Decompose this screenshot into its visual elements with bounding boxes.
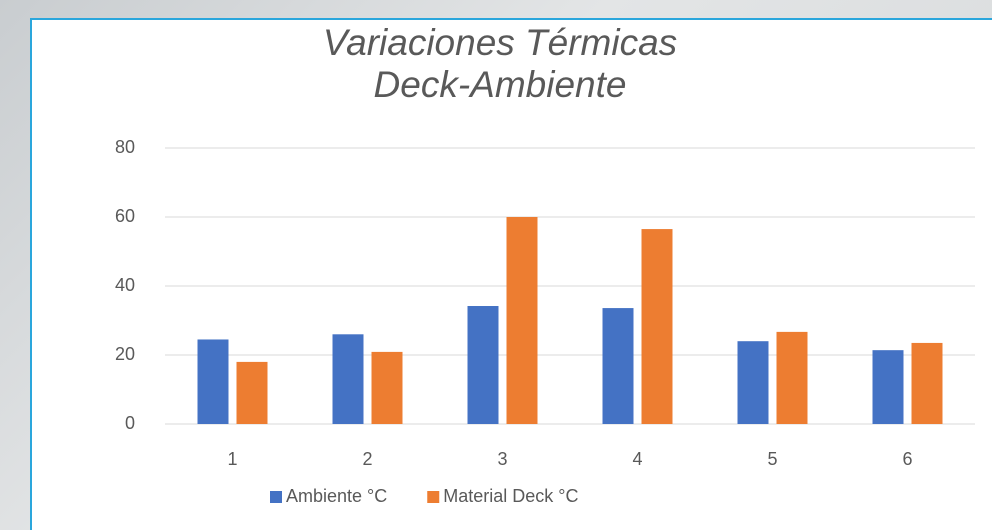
y-tick-label: 20 — [115, 344, 135, 364]
legend-swatch — [427, 491, 440, 503]
bar — [467, 306, 499, 424]
bar — [737, 341, 769, 424]
legend-label: Ambiente °C — [286, 486, 387, 506]
x-tick-label: 2 — [362, 449, 372, 469]
y-tick-label: 60 — [115, 206, 135, 226]
bar — [236, 361, 268, 424]
legend-swatch — [270, 491, 282, 503]
bar — [197, 339, 229, 424]
x-tick-label: 4 — [632, 449, 642, 469]
bar — [602, 308, 634, 424]
bar — [506, 217, 538, 424]
y-tick-label: 0 — [125, 413, 135, 433]
bar — [872, 350, 904, 424]
x-tick-label: 6 — [902, 449, 912, 469]
x-tick-label: 1 — [227, 449, 237, 469]
bar — [911, 342, 943, 424]
bar — [776, 331, 808, 424]
bar — [371, 351, 403, 424]
y-tick-label: 40 — [115, 275, 135, 295]
bar — [332, 334, 364, 424]
chart-title: Variaciones Térmicas Deck-Ambiente — [322, 22, 678, 105]
x-tick-label: 3 — [497, 449, 507, 469]
bar — [641, 229, 673, 424]
x-tick-label: 5 — [767, 449, 777, 469]
legend-label: Material Deck °C — [443, 486, 578, 506]
y-tick-label: 80 — [115, 137, 135, 157]
